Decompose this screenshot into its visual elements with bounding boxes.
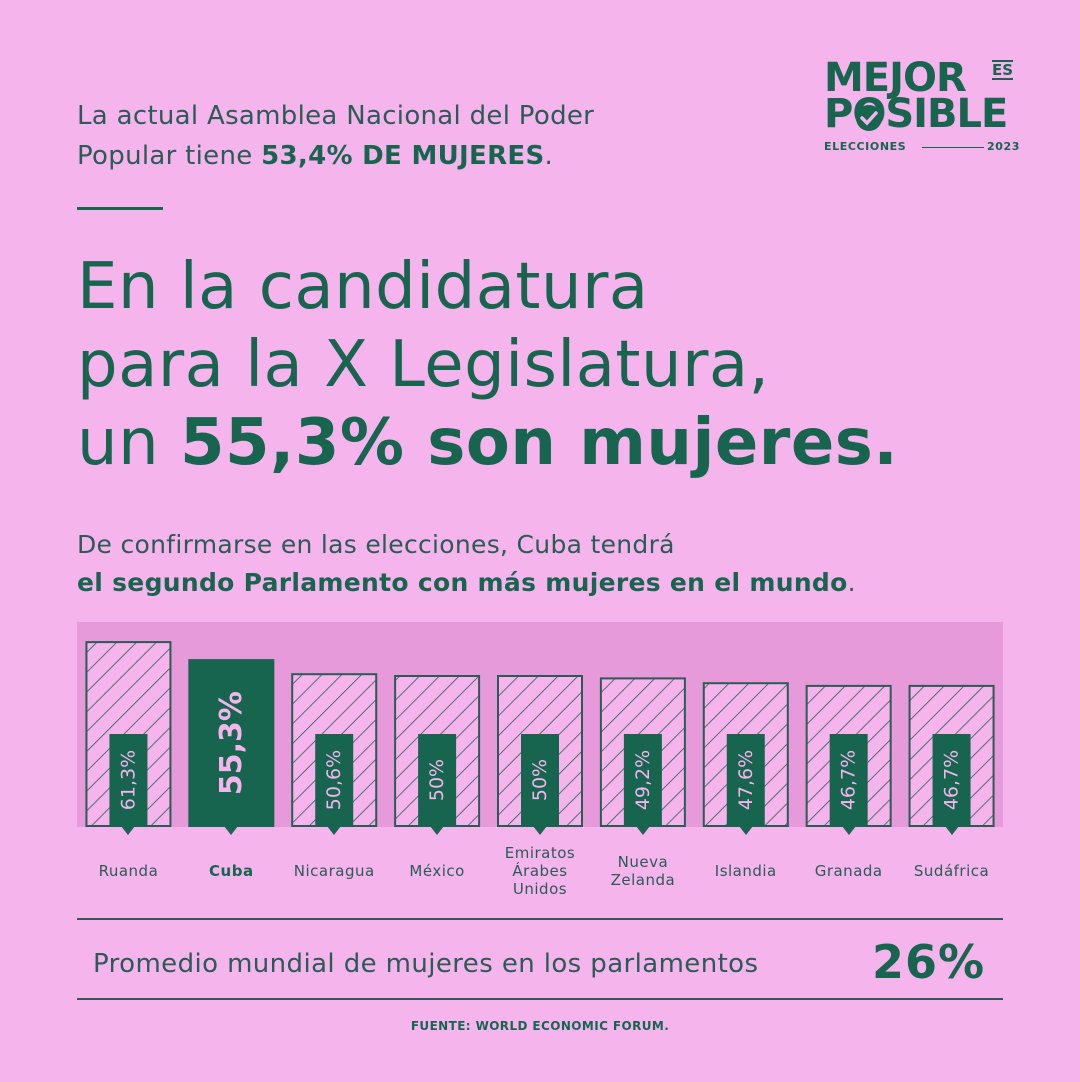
category-label-2: Nicaragua <box>293 862 375 880</box>
chart-svg: 61,3% 55,3% 50,6% 50% 50% 49,2% 47,6% 46,7% 46,7… <box>85 641 995 827</box>
headline-line-1: En la candidatura <box>77 250 649 324</box>
bar-label-box-2 <box>315 734 354 827</box>
average-label: Promedio mundial de mujeres en los parla… <box>93 949 759 979</box>
logo-year: 2023 <box>987 140 1021 153</box>
category-label-1: Cuba <box>209 862 254 880</box>
bar-value-label-2: 50,6% <box>323 750 345 810</box>
bar-pointer-4 <box>533 826 547 835</box>
bar-pointer-8 <box>944 826 959 835</box>
divider-short <box>77 207 163 210</box>
bar-pointer-1 <box>224 826 239 835</box>
logo-word-2: POSIBLE <box>824 91 1008 137</box>
category-label-6: Islandia <box>714 862 777 880</box>
bar-label-box-8 <box>932 734 971 827</box>
bar-value-label-3: 50% <box>426 759 448 801</box>
check-icon <box>856 105 882 131</box>
bar-label-box-7 <box>829 734 868 827</box>
logo-elecciones: ELECCIONES <box>824 140 907 153</box>
bar-1 <box>188 659 275 827</box>
sub-line-1: De confirmarse en las elecciones, Cuba t… <box>77 530 675 559</box>
bar-value-label-8: 46,7% <box>941 750 963 810</box>
category-label-7: Granada <box>814 862 883 880</box>
category-label-0: Ruanda <box>98 862 159 880</box>
headline-line-3: un 55,3% son mujeres. <box>77 406 899 480</box>
category-label-5: Nueva Zelanda <box>610 853 676 889</box>
category-label-3: México <box>409 862 465 880</box>
category-labels: Ruanda Cuba Nicaragua México Emiratos Árabes U… <box>77 826 1003 902</box>
logo-word-1: MEJOR <box>824 55 967 101</box>
subheading: De confirmarse en las elecciones, Cuba t… <box>77 526 856 602</box>
logo-es: ES <box>992 60 1014 80</box>
headline: En la candidatura para la X Legislatura,… <box>77 248 1067 482</box>
bar-label-box-0 <box>109 734 148 827</box>
category-label-8: Sudáfrica <box>913 862 990 880</box>
bar-pointer-7 <box>841 826 856 835</box>
bar-value-label-6: 47,6% <box>735 750 757 810</box>
average-value: 26% <box>872 935 986 989</box>
divider-bottom <box>77 998 1003 1000</box>
bar-label-box-6 <box>726 734 765 827</box>
bar-value-label-1: 55,3% <box>214 691 249 795</box>
bar-pointer-5 <box>635 826 650 835</box>
bar-pointer-2 <box>327 826 342 835</box>
bar-pointer-6 <box>738 826 753 835</box>
bar-label-box-3 <box>418 734 457 827</box>
bar-label-box-5 <box>623 734 662 827</box>
bar-label-box-4 <box>521 734 559 827</box>
bar-pointer-3 <box>430 826 445 835</box>
bar-pointer-0 <box>121 826 136 835</box>
sub-line-2: el segundo Parlamento con más mujeres en… <box>77 568 856 597</box>
source-note: FUENTE: WORLD ECONOMIC FORUM. <box>410 1019 670 1033</box>
headline-highlight: 55,3% son mujeres. <box>179 406 899 480</box>
logo: MEJOR ES POSIBLE ELECCIONES 2023 <box>822 58 1022 158</box>
category-label-4: Emiratos Árabes Unidos <box>504 844 576 898</box>
bar-chart: 61,3% 55,3% 50,6% 50% 50% 49,2% 47,6% 46,7% 46,7… <box>77 622 1003 827</box>
headline-line-2: para la X Legislatura, <box>77 328 770 402</box>
intro-highlight: 53,4% DE MUJERES <box>261 141 545 171</box>
sub-highlight: el segundo Parlamento con más mujeres en… <box>77 568 848 597</box>
logo-divider <box>922 147 984 148</box>
bar-value-label-5: 49,2% <box>632 750 654 810</box>
intro-line-2: Popular tiene 53,4% DE MUJERES. <box>77 141 554 171</box>
divider-top <box>77 918 1003 920</box>
intro-text: La actual Asamblea Nacional del Poder Po… <box>77 96 594 176</box>
bar-value-label-4: 50% <box>529 759 551 801</box>
bar-value-label-0: 61,3% <box>117 750 139 810</box>
intro-line-1: La actual Asamblea Nacional del Poder <box>77 101 595 131</box>
bar-value-label-7: 46,7% <box>838 750 860 810</box>
